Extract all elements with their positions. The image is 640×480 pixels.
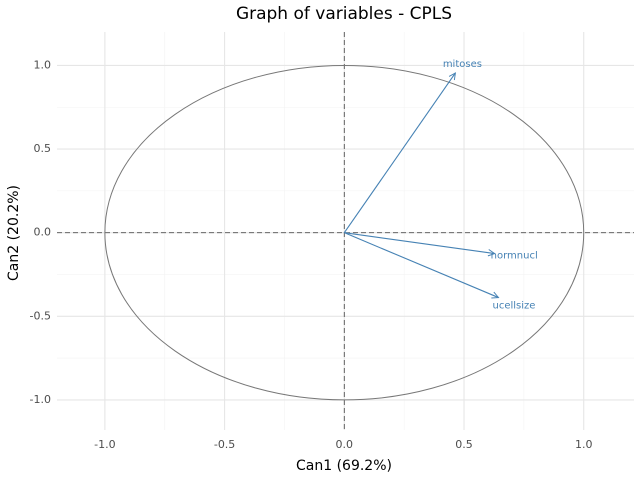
vector-label: normnucl xyxy=(491,251,538,262)
x-tick-label: -1.0 xyxy=(94,438,115,451)
vector-arrow xyxy=(344,232,494,254)
chart-title: Graph of variables - CPLS xyxy=(236,4,452,24)
unit-circle xyxy=(104,64,585,401)
x-tick-label: 0.0 xyxy=(336,438,354,451)
x-axis-title: Can1 (69.2%) xyxy=(296,458,392,474)
y-tick-label: -0.5 xyxy=(30,309,51,322)
y-tick-label: 0.0 xyxy=(34,226,52,239)
y-tick-label: 1.0 xyxy=(34,58,52,71)
vector-label: mitoses xyxy=(443,59,482,70)
vector-arrow xyxy=(344,232,498,298)
y-axis-title: Can2 (20.2%) xyxy=(6,185,22,281)
x-tick-label: 0.5 xyxy=(455,438,473,451)
vector-arrow xyxy=(343,73,455,233)
y-tick-label: 0.5 xyxy=(34,142,52,155)
y-tick-label: -1.0 xyxy=(30,393,51,406)
vector-label: ucellsize xyxy=(492,301,535,312)
x-tick-label: -0.5 xyxy=(214,438,235,451)
x-tick-label: 1.0 xyxy=(575,438,593,451)
